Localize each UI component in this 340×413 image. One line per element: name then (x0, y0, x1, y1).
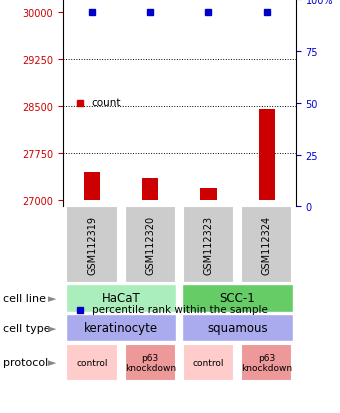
Bar (66, 207, 118, 283)
Text: protocol: protocol (3, 357, 49, 368)
Text: ►: ► (49, 293, 57, 303)
Bar (241, 207, 292, 283)
Bar (84, 173, 100, 201)
Bar (258, 110, 275, 201)
Text: control: control (76, 358, 108, 367)
Bar (66, 314, 176, 342)
Text: keratinocyte: keratinocyte (84, 321, 158, 335)
Text: HaCaT: HaCaT (102, 292, 140, 305)
Text: p63
knockdown: p63 knockdown (125, 353, 176, 372)
Bar (182, 314, 293, 342)
Text: ►: ► (49, 357, 57, 368)
Bar (125, 207, 176, 283)
Text: squamous: squamous (207, 321, 268, 335)
Text: cell type: cell type (3, 323, 51, 333)
Bar (200, 188, 217, 201)
Bar (183, 344, 234, 381)
Bar (241, 344, 292, 381)
Text: percentile rank within the sample: percentile rank within the sample (92, 305, 268, 315)
Text: SCC-1: SCC-1 (220, 292, 255, 305)
Bar (66, 344, 118, 381)
Text: GSM112319: GSM112319 (87, 216, 97, 275)
Text: GSM112320: GSM112320 (145, 216, 155, 275)
Bar (182, 285, 293, 312)
Text: ►: ► (49, 323, 57, 333)
Text: GSM112324: GSM112324 (262, 216, 272, 275)
Text: GSM112323: GSM112323 (203, 216, 214, 275)
Text: count: count (92, 98, 121, 108)
Text: control: control (193, 358, 224, 367)
Text: cell line: cell line (3, 293, 46, 303)
Bar (183, 207, 234, 283)
Bar (142, 179, 158, 201)
Bar (125, 344, 176, 381)
Text: p63
knockdown: p63 knockdown (241, 353, 292, 372)
Bar (66, 285, 176, 312)
